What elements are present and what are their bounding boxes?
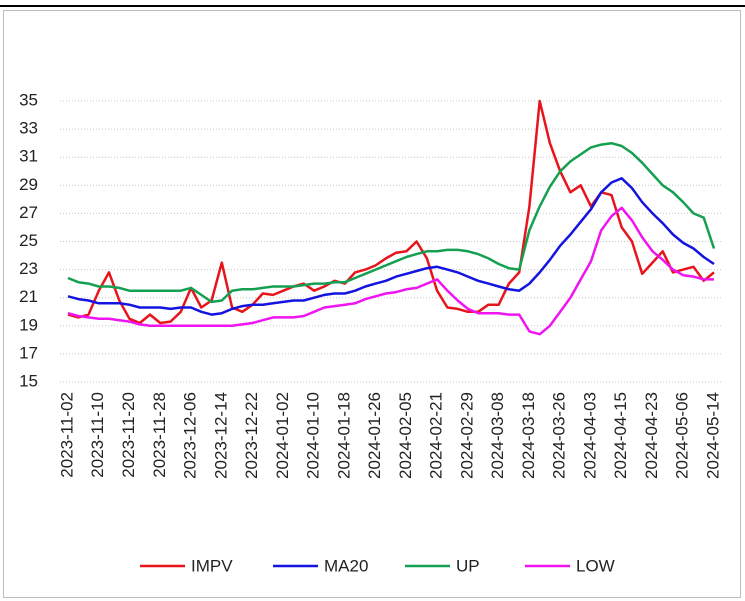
series-line: [67, 141, 716, 304]
y-tick-label: 23: [19, 259, 38, 278]
x-tick-label: 2024-05-06: [673, 392, 692, 479]
y-tick-label: 19: [19, 315, 38, 334]
legend-label: LOW: [576, 556, 615, 575]
x-tick-label: 2023-11-20: [119, 392, 138, 478]
series-line: [67, 177, 715, 316]
series-line: [67, 206, 714, 336]
y-tick-label: 29: [19, 175, 38, 194]
x-tick-label: 2023-12-06: [181, 392, 200, 479]
legend-label: UP: [456, 556, 480, 575]
x-tick-label: 2024-03-08: [488, 392, 507, 479]
y-tick-label: 21: [19, 287, 38, 306]
x-tick-label: 2023-11-02: [57, 392, 76, 478]
x-tick-label: 2024-02-29: [457, 392, 476, 479]
legend-label: IMPV: [191, 556, 233, 575]
series-line: [67, 99, 715, 325]
x-tick-label: 2024-01-02: [273, 392, 292, 479]
legend-label: MA20: [324, 556, 368, 575]
y-tick-label: 15: [19, 371, 38, 390]
x-tick-label: 2023-12-14: [211, 392, 230, 479]
x-tick-label: 2024-01-26: [365, 392, 384, 479]
x-tick-label: 2024-04-15: [611, 392, 630, 479]
y-tick-label: 35: [19, 90, 38, 109]
x-tick-label: 2024-04-03: [580, 392, 599, 479]
x-tick-label: 2024-01-18: [334, 392, 353, 479]
x-tick-label: 2023-12-22: [242, 392, 261, 479]
y-tick-label: 27: [19, 203, 38, 222]
x-tick-label: 2024-03-26: [550, 392, 569, 479]
x-tick-label: 2024-03-18: [519, 392, 538, 479]
y-tick-label: 25: [19, 231, 38, 250]
x-tick-label: 2023-11-10: [88, 392, 107, 478]
chart-frame: [3, 10, 741, 598]
y-tick-label: 31: [19, 147, 38, 166]
y-tick-label: 17: [19, 343, 38, 362]
x-tick-label: 2024-02-05: [396, 392, 415, 479]
x-tick-label: 2023-11-28: [150, 392, 169, 478]
x-tick-label: 2024-05-14: [703, 392, 722, 479]
x-tick-label: 2024-04-23: [642, 392, 661, 479]
x-tick-label: 2024-02-21: [427, 392, 446, 479]
x-tick-label: 2024-01-10: [304, 392, 323, 479]
y-tick-label: 33: [19, 119, 38, 138]
